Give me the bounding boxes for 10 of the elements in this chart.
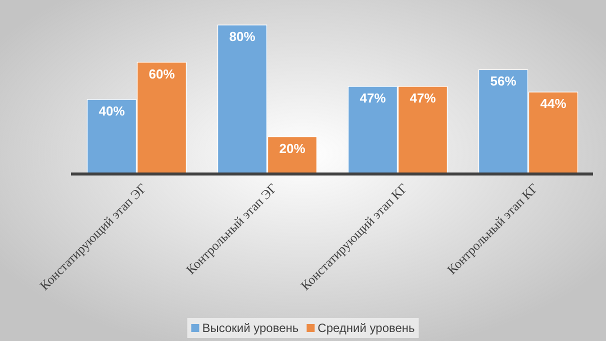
data-label: 47% [360, 90, 386, 106]
data-label: 40% [98, 104, 126, 118]
text: Высокий уровень [202, 321, 299, 335]
data-label: 44% [540, 96, 567, 112]
data-label: 47% [410, 90, 436, 106]
data-label: 60% [148, 66, 176, 82]
data-label: 80% [229, 29, 256, 44]
data-label: 56% [490, 74, 517, 89]
data-label: 20% [279, 140, 306, 156]
legend-label: Средний уровень [318, 321, 415, 335]
